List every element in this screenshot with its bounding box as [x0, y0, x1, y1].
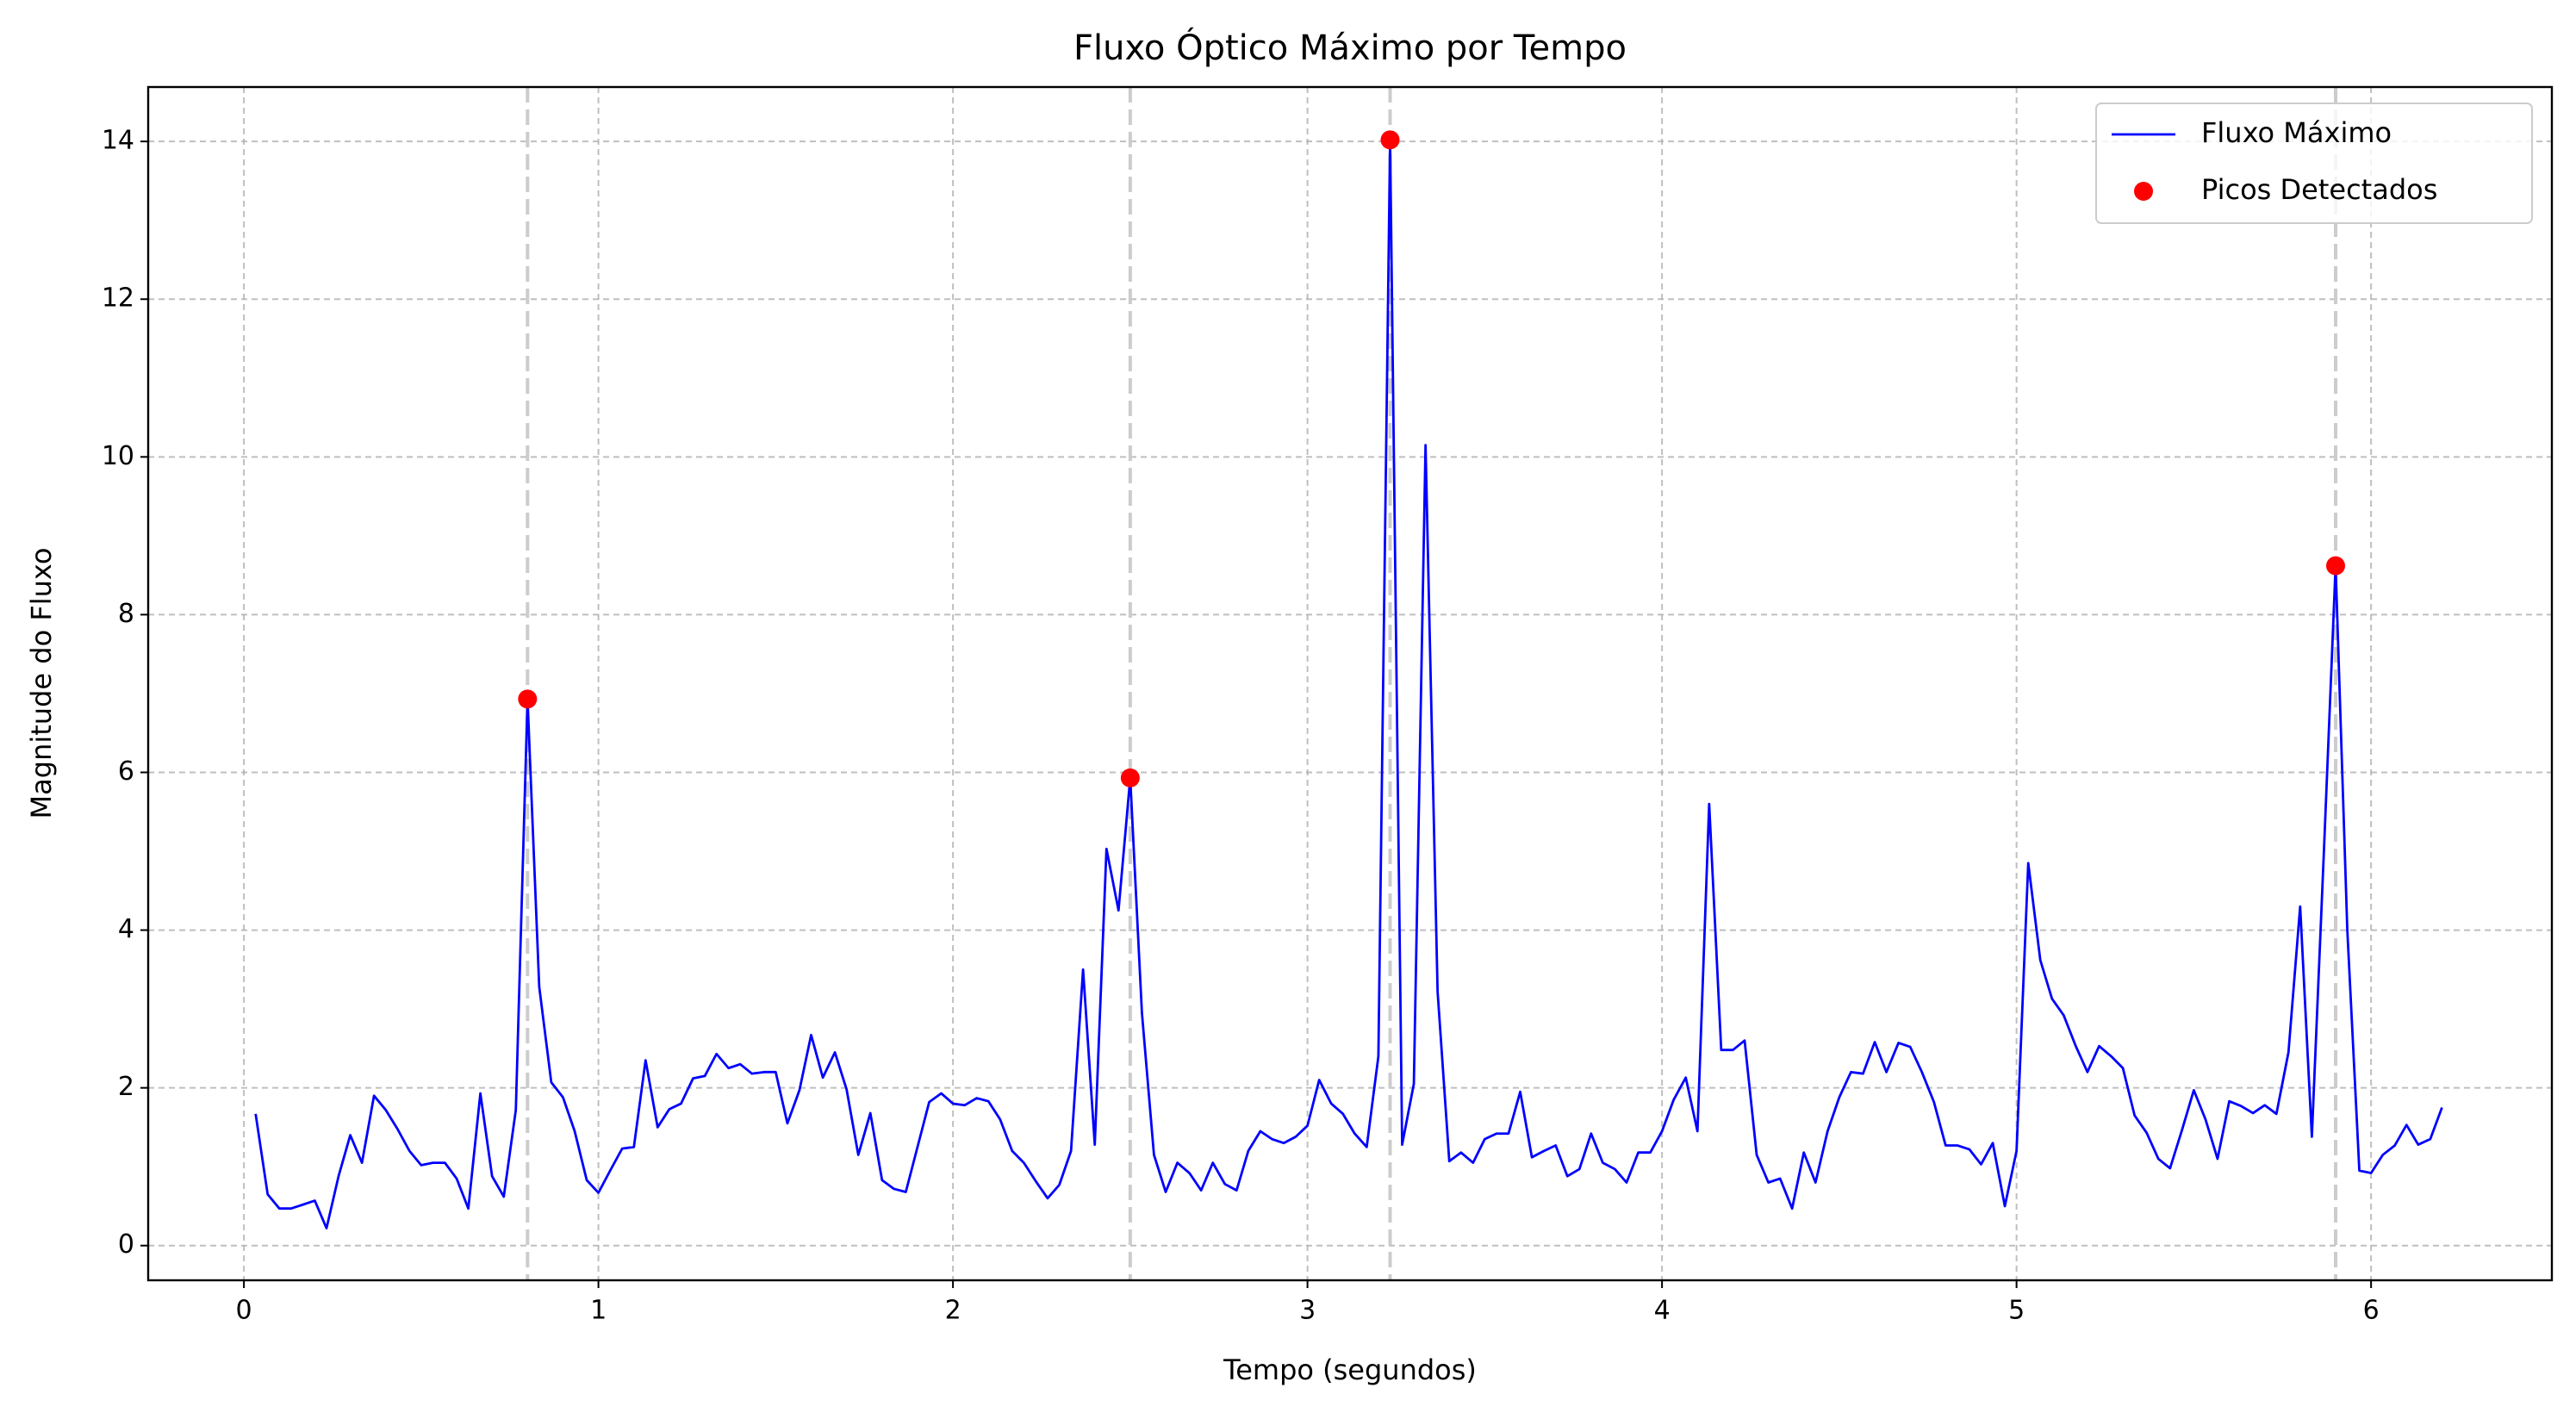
x-tick-label: 0 [236, 1296, 252, 1326]
legend-marker [2134, 182, 2153, 201]
data-line [254, 138, 2443, 1229]
plot-frame [146, 85, 2554, 1282]
y-tick-label: 0 [118, 1229, 134, 1260]
y-tick-label: 12 [102, 283, 134, 314]
y-tick-label: 10 [102, 441, 134, 471]
x-tick-label: 3 [1299, 1296, 1316, 1326]
x-tick-label: 4 [1654, 1296, 1671, 1326]
y-tick-label: 14 [102, 126, 134, 156]
y-tick-label: 4 [118, 914, 134, 944]
peak-marker [518, 689, 538, 709]
peak-marker [2325, 556, 2345, 576]
x-tick-label: 6 [2363, 1296, 2380, 1326]
legend-box [2095, 103, 2533, 224]
y-tick-label: 2 [118, 1072, 134, 1102]
legend-label: Fluxo Máximo [2201, 116, 2392, 149]
x-axis-label: Tempo (segundos) [1223, 1354, 1477, 1386]
peak-marker [1380, 130, 1400, 150]
y-tick-label: 8 [118, 599, 134, 629]
peak-marker [1120, 768, 1140, 787]
y-axis-label: Magnitude do Fluxo [25, 548, 58, 819]
x-tick-label: 5 [2008, 1296, 2025, 1326]
x-tick-label: 1 [590, 1296, 607, 1326]
legend: Fluxo Máximo Picos Detectados [2095, 103, 2533, 224]
legend-label: Picos Detectados [2201, 173, 2437, 206]
chart-title: Fluxo Óptico Máximo por Tempo [1073, 27, 1627, 68]
y-tick-label: 6 [118, 756, 134, 787]
x-tick-label: 2 [945, 1296, 961, 1326]
